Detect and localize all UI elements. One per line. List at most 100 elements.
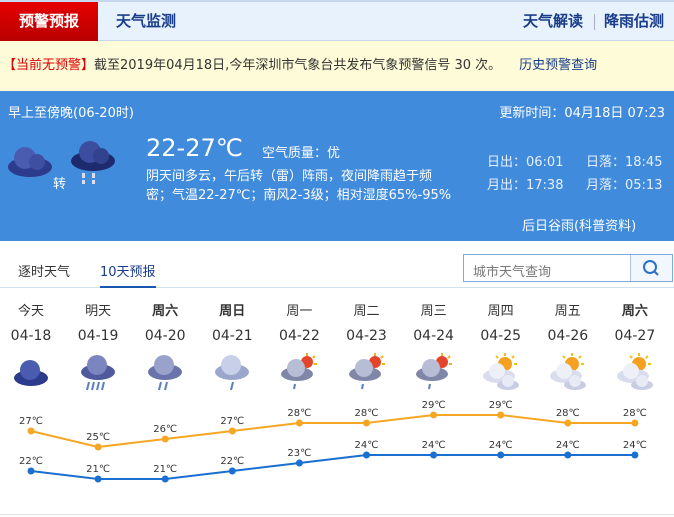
- high-temp-point: [564, 419, 572, 427]
- low-temp-label: 24℃: [355, 440, 379, 451]
- moonrise: 月出：17:38: [487, 178, 564, 193]
- low-temp-label: 22℃: [220, 456, 244, 467]
- low-temp-point: [27, 467, 35, 475]
- low-temp-label: 21℃: [86, 464, 110, 475]
- high-temp-label: 27℃: [19, 416, 43, 427]
- top-nav: 预警预报 天气监测 天气解读 降雨估测: [0, 0, 674, 41]
- history-warning-link[interactable]: 历史预警查询: [519, 58, 598, 73]
- high-temp-label: 28℃: [287, 408, 311, 419]
- high-temp-line: [30, 414, 635, 449]
- high-temp-label: 28℃: [623, 408, 647, 419]
- tab-hourly[interactable]: 逐时天气: [18, 265, 71, 280]
- sunset: 日落：18:45: [586, 155, 663, 170]
- high-temp-point: [631, 419, 639, 427]
- search-button[interactable]: [630, 255, 672, 281]
- search-icon: [643, 260, 659, 276]
- low-temp-label: 24℃: [489, 440, 513, 451]
- day-name: 周三: [420, 304, 447, 319]
- day-date: 04-19: [77, 328, 119, 344]
- nav-weather-monitor[interactable]: 天气监测: [116, 12, 177, 30]
- day-date: 04-22: [279, 328, 320, 344]
- day-date: 04-26: [547, 328, 589, 344]
- partly-cloudy-icon: [602, 352, 668, 392]
- high-temp-label: 27℃: [220, 416, 244, 427]
- nav-divider: [594, 14, 595, 30]
- high-temp-label: 29℃: [422, 400, 446, 411]
- alert-text: 截至2019年04月18日,今年深圳市气象台共发布气象预警信号 30 次。: [94, 58, 502, 73]
- alert-bar: 【当前无预警】截至2019年04月18日,今年深圳市气象台共发布气象预警信号 3…: [0, 41, 674, 91]
- low-temp-point: [94, 475, 102, 483]
- high-temp-label: 25℃: [86, 432, 110, 443]
- low-temp-point: [363, 451, 370, 459]
- rain-icon: [71, 141, 115, 184]
- day-name: 周六: [621, 304, 648, 319]
- day-name: 周日: [219, 304, 246, 319]
- sun-cloud-shower-icon: [401, 352, 467, 392]
- forecast-desc-1: 阴天间多云，午后转（雷）阵雨，夜间降雨趋于频: [146, 169, 433, 184]
- high-temp-point: [94, 443, 102, 451]
- low-temp-point: [497, 451, 505, 459]
- search-placeholder: 城市天气查询: [473, 265, 552, 280]
- high-temp-point: [27, 427, 35, 435]
- high-temp-point: [363, 419, 370, 427]
- heavy-rain-icon: [65, 352, 131, 392]
- day-date: 04-21: [211, 328, 253, 344]
- low-temp-label: 24℃: [556, 440, 580, 451]
- bottom-divider: [0, 514, 674, 515]
- low-temp-point: [228, 467, 236, 475]
- temperature-chart: 27℃ 25℃ 26℃ 27℃ 28℃ 28℃ 29℃ 29℃ 28℃ 28℃ 22℃ 21℃ 21℃ 2…: [19, 400, 647, 483]
- forecast-tabs: 逐时天气 10天预报: [0, 241, 674, 288]
- nav-rain-estimate[interactable]: 降雨估测: [604, 12, 665, 30]
- low-temp-point: [161, 475, 169, 483]
- high-temp-label: 26℃: [153, 424, 177, 435]
- high-temp-label: 28℃: [355, 408, 379, 419]
- day-name: 周六: [152, 304, 179, 319]
- city-search-input[interactable]: 城市天气查询: [463, 254, 673, 282]
- day-date: 04-23: [346, 328, 387, 344]
- tab-10-day[interactable]: 10天预报: [100, 261, 156, 288]
- air-quality: 空气质量：优: [262, 146, 341, 161]
- day-date: 04-25: [480, 328, 522, 344]
- day-name: 今天: [17, 304, 44, 319]
- low-temp-label: 21℃: [153, 464, 177, 475]
- day-date: 04-27: [614, 328, 656, 344]
- sunrise: 日出：06:01: [487, 155, 564, 170]
- high-temp-label: 29℃: [489, 400, 513, 411]
- day-date: 04-20: [144, 328, 186, 344]
- solar-term-link[interactable]: 后日谷雨(科普资料): [522, 219, 637, 234]
- high-temp-point: [161, 435, 169, 443]
- day-date: 04-24: [413, 328, 454, 344]
- update-time: 更新时间：04月18日 07:23: [499, 106, 665, 121]
- low-temp-point: [430, 451, 438, 459]
- low-temp-label: 24℃: [422, 440, 446, 451]
- low-temp-label: 24℃: [623, 440, 647, 451]
- low-temp-label: 23℃: [287, 448, 311, 459]
- low-temp-point: [631, 451, 639, 459]
- high-temp-point: [228, 427, 236, 435]
- sun-cloud-shower-icon: [334, 352, 400, 392]
- overcast-icon: [0, 352, 64, 392]
- nav-warning-forecast[interactable]: 预警预报: [0, 2, 98, 41]
- partly-cloudy-icon: [535, 352, 601, 392]
- day-name: 周五: [554, 304, 581, 319]
- light-rain-icon: [199, 352, 265, 392]
- low-temp-label: 22℃: [19, 456, 43, 467]
- forecast-desc-2: 密；气温22-27℃；南风2-3级；相对湿度65%-95%: [146, 188, 452, 203]
- day-name: 周四: [487, 304, 514, 319]
- low-temp-point: [295, 459, 303, 467]
- partly-cloudy-icon: [468, 352, 534, 392]
- high-temp-point: [497, 411, 505, 419]
- day-name: 明天: [85, 304, 112, 319]
- sun-cloud-shower-icon: [266, 352, 332, 392]
- turn-label: 转: [53, 177, 67, 192]
- period: 早上至傍晚(06-20时): [8, 106, 134, 121]
- nav-weather-interpret[interactable]: 天气解读: [523, 12, 584, 30]
- day-name: 周二: [353, 304, 380, 319]
- high-temp-point: [295, 419, 303, 427]
- alert-status: 【当前无预警】: [3, 58, 95, 73]
- temp-range: 22-27℃: [146, 134, 243, 162]
- low-temp-point: [564, 451, 572, 459]
- day-date: 04-18: [10, 328, 52, 344]
- today-panel: 早上至傍晚(06-20时) 更新时间：04月18日 07:23 转 22-27℃…: [0, 91, 674, 241]
- overcast-icon: [8, 147, 52, 177]
